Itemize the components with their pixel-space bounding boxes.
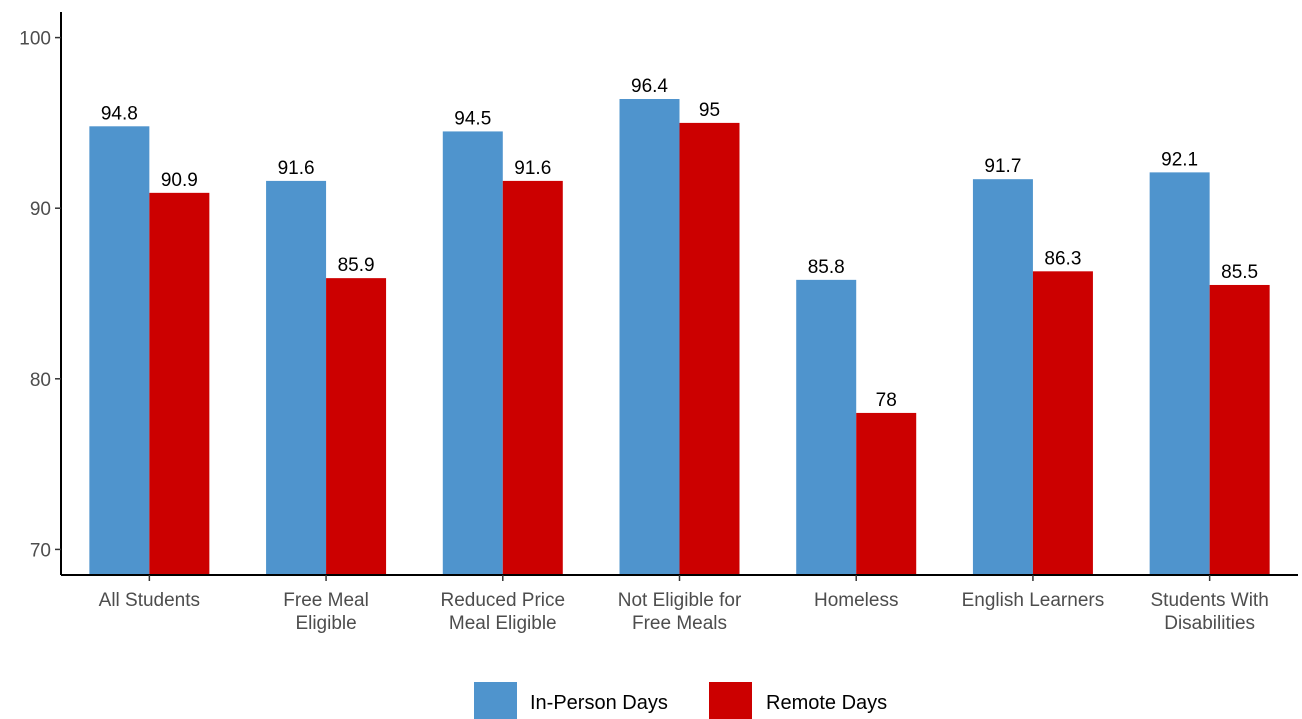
- y-tick-label: 90: [30, 199, 51, 220]
- bar-in-person-1: [266, 180, 327, 575]
- x-tick-label: Students With: [1151, 590, 1269, 611]
- y-tick-label: 100: [19, 29, 51, 50]
- bar-in-person-5: [972, 179, 1033, 575]
- x-tick-label: Free Meals: [632, 613, 727, 634]
- x-tick-label: Meal Eligible: [449, 613, 557, 634]
- data-labels-layer: 94.8 90.9 91.6 85.9 94.5 91.6 96.4 95 85.8 78 91.7…: [101, 76, 1258, 411]
- bar-in-person-6: [1149, 172, 1210, 575]
- data-label: 95: [699, 100, 720, 121]
- legend-label-remote: Remote Days: [766, 692, 887, 714]
- bar-remote-6: [1209, 284, 1270, 575]
- legend: In-Person Days Remote Days: [474, 682, 887, 719]
- bar-in-person-4: [796, 279, 857, 575]
- x-tick-label: Reduced Price: [440, 590, 565, 611]
- data-label: 96.4: [631, 76, 668, 97]
- bar-remote-2: [502, 180, 563, 575]
- x-tick-label: Free Meal: [283, 590, 369, 611]
- x-tick-label: Eligible: [295, 613, 356, 634]
- x-tick-label: Disabilities: [1164, 613, 1255, 634]
- data-label: 91.6: [278, 158, 315, 179]
- data-label: 78: [876, 390, 897, 411]
- bar-in-person-3: [619, 99, 680, 575]
- bar-remote-3: [679, 122, 740, 576]
- bar-remote-1: [326, 278, 387, 575]
- x-tick-label: English Learners: [962, 590, 1105, 611]
- y-axis-ticks: 70 80 90 100: [19, 29, 61, 561]
- bar-remote-4: [856, 412, 917, 575]
- data-label: 85.9: [338, 255, 375, 276]
- y-tick-label: 70: [30, 540, 51, 561]
- data-label: 85.5: [1221, 262, 1258, 283]
- data-label: 94.5: [454, 108, 491, 129]
- x-tick-label: All Students: [99, 590, 200, 611]
- data-label: 94.8: [101, 103, 138, 124]
- legend-swatch-in-person: [474, 682, 517, 719]
- bar-in-person-0: [89, 126, 150, 575]
- data-label: 86.3: [1044, 248, 1081, 269]
- legend-swatch-remote: [709, 682, 752, 719]
- bar-remote-5: [1032, 271, 1093, 575]
- data-label: 91.7: [984, 156, 1021, 177]
- y-tick-label: 80: [30, 370, 51, 391]
- data-label: 85.8: [808, 257, 845, 278]
- bar-in-person-2: [442, 131, 503, 575]
- data-label: 90.9: [161, 170, 198, 191]
- data-label: 92.1: [1161, 149, 1198, 170]
- bar-remote-0: [149, 192, 210, 576]
- x-tick-label: Not Eligible for: [618, 590, 742, 611]
- legend-label-in-person: In-Person Days: [530, 692, 668, 714]
- x-tick-label: Homeless: [814, 590, 898, 611]
- data-label: 91.6: [514, 158, 551, 179]
- bars-layer: [89, 99, 1270, 576]
